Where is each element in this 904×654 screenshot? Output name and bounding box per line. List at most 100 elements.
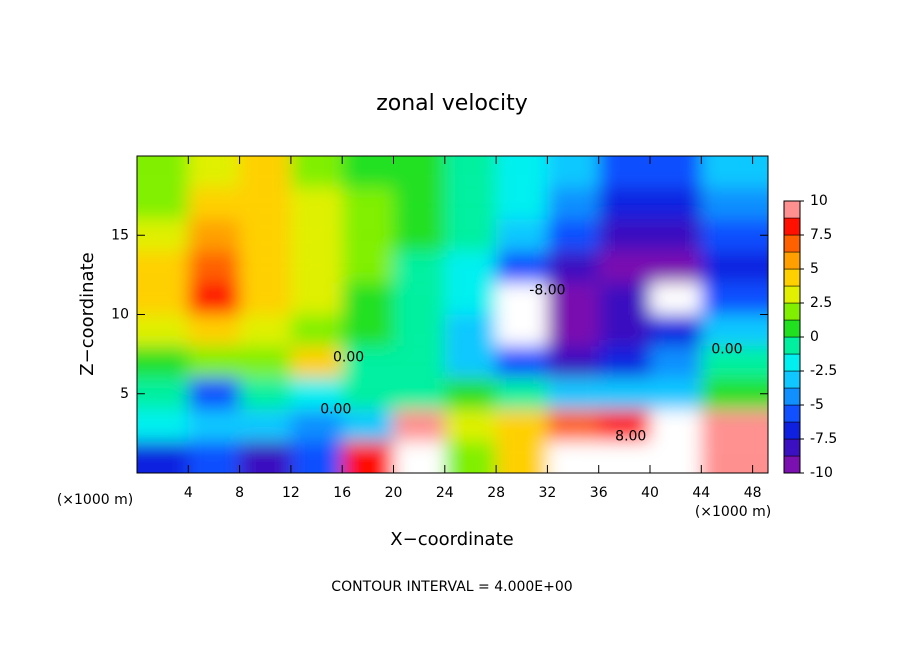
field-cell (342, 282, 394, 315)
field-cell (496, 282, 548, 315)
contour-label: 0.00 (333, 349, 364, 365)
colorbar-band (783, 455, 801, 474)
field-cell (137, 409, 189, 442)
colorbar-band (783, 268, 801, 287)
field-cell (137, 346, 189, 378)
field-cell (239, 251, 291, 283)
field-cell (496, 251, 548, 283)
field-cell (290, 187, 343, 220)
colorbar-tick-label: 10 (810, 193, 828, 209)
field-cell (137, 377, 189, 410)
field-cell (393, 409, 445, 442)
field-cell (239, 346, 291, 378)
field-cell (650, 377, 702, 410)
field-cell (496, 156, 548, 188)
field-cell (239, 314, 291, 347)
field-cell (598, 377, 651, 410)
field-cell (393, 441, 445, 473)
field-cell (496, 346, 548, 378)
field-cell (496, 219, 548, 252)
overlay: 4 8 12 16 20 24 28 32 36 40 44 48510150.000.000.00-… (111, 156, 837, 501)
field-cell (393, 314, 445, 347)
field-cell (444, 377, 497, 410)
contour-label: -8.00 (529, 283, 565, 299)
x-tick-label: 44 (692, 485, 710, 501)
x-unit: (×1000 m) (695, 504, 771, 520)
field-cell (547, 409, 599, 442)
field-cell (547, 441, 599, 473)
x-axis-label: X−coordinate (390, 529, 513, 550)
field-cells (137, 156, 768, 473)
field (137, 156, 768, 473)
field-cell (701, 441, 768, 473)
field-cell (598, 441, 651, 473)
field-cell (701, 219, 768, 252)
field-cell (137, 156, 189, 188)
field-cell (290, 314, 343, 347)
field-cell (547, 251, 599, 283)
field-cell (598, 219, 651, 252)
x-tick-label: 20 (385, 485, 403, 501)
field-cell (290, 441, 343, 473)
y-unit: (×1000 m) (57, 492, 133, 508)
field-cell (188, 156, 240, 188)
field-cell (342, 441, 394, 473)
field-cell (188, 409, 240, 442)
contour-label: 8.00 (615, 429, 646, 445)
field-cell (137, 219, 189, 252)
field-cell (342, 346, 394, 378)
x-tick-label: 40 (641, 485, 659, 501)
field-cell (598, 251, 651, 283)
field-cell (650, 409, 702, 442)
field-cell (188, 377, 240, 410)
field-cell (239, 377, 291, 410)
colorbar-tick-label: 7.5 (810, 227, 832, 243)
field-cell (547, 282, 599, 315)
field-cell (393, 187, 445, 220)
y-tick-label: 15 (111, 227, 129, 243)
colorbar-band (783, 217, 801, 236)
field-cell (650, 441, 702, 473)
field-cell (496, 409, 548, 442)
field-cell (188, 219, 240, 252)
field-cell (290, 219, 343, 252)
x-tick-label: 4 (184, 485, 193, 501)
field-cell (290, 409, 343, 442)
field-cell (650, 187, 702, 220)
y-tick-label: 5 (120, 386, 129, 402)
field-cell (598, 346, 651, 378)
x-tick-label: 8 (235, 485, 244, 501)
field-cell (137, 187, 189, 220)
field-cell (444, 346, 497, 378)
field-cell (239, 409, 291, 442)
plot-frame (136, 155, 769, 474)
field-cell (701, 346, 768, 378)
field-cell (393, 251, 445, 283)
colorbar-band (783, 200, 801, 219)
y-tick-label: 10 (111, 307, 129, 323)
field-cell (598, 314, 651, 347)
field-cell (188, 251, 240, 283)
colorbar-tick-label: -2.5 (810, 363, 837, 379)
colorbar-band (783, 404, 801, 423)
field-cell (496, 314, 548, 347)
field-cell (393, 282, 445, 315)
colorbar-tick-label: -7.5 (810, 431, 837, 447)
x-tick-label: 28 (487, 485, 505, 501)
field-cell (239, 187, 291, 220)
colorbar-band (783, 438, 801, 457)
field-cell (342, 314, 394, 347)
field-cell (547, 156, 599, 188)
field-cell (547, 377, 599, 410)
colorbar-band (783, 370, 801, 389)
field-cell (393, 346, 445, 378)
field-cell (547, 314, 599, 347)
field-cell (444, 187, 497, 220)
field-cell (342, 187, 394, 220)
x-tick-label: 16 (333, 485, 351, 501)
colorbar-tick-label: 2.5 (810, 295, 832, 311)
colorbar-tick-label: -5 (810, 397, 824, 413)
x-tick-label: 12 (282, 485, 300, 501)
field-cell (701, 409, 768, 442)
contour-label: 0.00 (320, 402, 351, 418)
